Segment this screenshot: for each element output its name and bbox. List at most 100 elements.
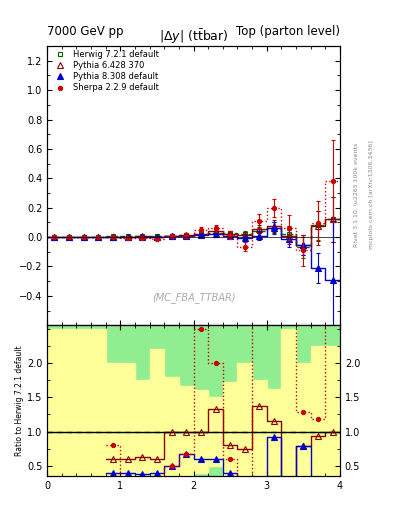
Bar	[325, 346, 340, 476]
Bar	[150, 349, 164, 476]
Sherpa 2.2.9 default	[81, 234, 86, 240]
Bar	[62, 329, 76, 476]
Herwig 7.2.1 default	[169, 232, 174, 239]
Bar	[237, 363, 252, 476]
Pythia 6.428 370	[316, 223, 320, 229]
Sherpa 2.2.9 default	[111, 233, 116, 240]
Sherpa 2.2.9 default	[67, 234, 72, 240]
Pythia 6.428 370	[140, 233, 145, 240]
Sherpa 2.2.9 default	[257, 218, 262, 224]
Pythia 8.308 default	[316, 265, 320, 271]
Line: Pythia 6.428 370: Pythia 6.428 370	[52, 217, 335, 248]
Herwig 7.2.1 default	[257, 228, 262, 234]
Pythia 6.428 370	[154, 233, 159, 240]
Bar	[47, 329, 62, 476]
Pythia 8.308 default	[67, 234, 72, 240]
Herwig 7.2.1 default	[96, 234, 101, 240]
Pythia 8.308 default	[169, 233, 174, 240]
Pythia 6.428 370	[96, 234, 101, 240]
Herwig 7.2.1 default	[330, 217, 335, 223]
Pythia 6.428 370	[286, 233, 291, 240]
Pythia 6.428 370	[301, 242, 306, 248]
Herwig 7.2.1 default	[286, 231, 291, 237]
Pythia 6.428 370	[330, 217, 335, 223]
Bar	[267, 389, 281, 474]
Bar	[252, 380, 267, 476]
Pythia 6.428 370	[52, 234, 57, 240]
Bar	[223, 382, 237, 476]
Line: Herwig 7.2.1 default: Herwig 7.2.1 default	[52, 217, 335, 250]
Herwig 7.2.1 default	[301, 244, 306, 250]
Sherpa 2.2.9 default	[125, 235, 130, 241]
Bar	[296, 363, 310, 476]
Pythia 8.308 default	[272, 225, 276, 231]
Pythia 8.308 default	[125, 234, 130, 240]
Pythia 6.428 370	[198, 231, 203, 237]
Text: Rivet 3.1.10, \u2265 100k events: Rivet 3.1.10, \u2265 100k events	[353, 142, 358, 247]
Sherpa 2.2.9 default	[154, 236, 159, 242]
Sherpa 2.2.9 default	[184, 232, 189, 239]
Text: mcplots.cern.ch [arXiv:1306.3436]: mcplots.cern.ch [arXiv:1306.3436]	[369, 140, 374, 249]
Sherpa 2.2.9 default	[52, 234, 57, 240]
Bar	[120, 363, 135, 476]
Pythia 8.308 default	[111, 234, 116, 240]
Pythia 6.428 370	[213, 228, 218, 234]
Pythia 8.308 default	[154, 234, 159, 240]
Pythia 6.428 370	[272, 223, 276, 229]
Herwig 7.2.1 default	[140, 233, 145, 239]
Bar	[135, 380, 150, 476]
Sherpa 2.2.9 default	[213, 225, 218, 231]
Herwig 7.2.1 default	[272, 224, 276, 230]
Pythia 6.428 370	[67, 234, 72, 240]
Bar	[208, 397, 223, 466]
Pythia 8.308 default	[257, 232, 262, 239]
Pythia 8.308 default	[301, 242, 306, 248]
Pythia 8.308 default	[242, 235, 247, 241]
Pythia 8.308 default	[228, 232, 233, 239]
Herwig 7.2.1 default	[228, 230, 233, 237]
Herwig 7.2.1 default	[125, 233, 130, 240]
Title: $|\Delta y|$ (t$\bar{\rm t}$bar): $|\Delta y|$ (t$\bar{\rm t}$bar)	[159, 28, 228, 46]
Pythia 6.428 370	[169, 232, 174, 239]
Sherpa 2.2.9 default	[228, 232, 233, 238]
Text: 7000 GeV pp: 7000 GeV pp	[47, 26, 124, 38]
Bar	[193, 391, 208, 473]
Bar	[91, 329, 106, 476]
Pythia 8.308 default	[198, 232, 203, 239]
Bar	[310, 346, 325, 476]
Herwig 7.2.1 default	[198, 231, 203, 237]
Herwig 7.2.1 default	[154, 233, 159, 240]
Sherpa 2.2.9 default	[286, 224, 291, 230]
Sherpa 2.2.9 default	[301, 247, 306, 253]
Pythia 8.308 default	[330, 276, 335, 283]
Herwig 7.2.1 default	[242, 231, 247, 237]
Pythia 8.308 default	[213, 231, 218, 238]
Legend: Herwig 7.2.1 default, Pythia 6.428 370, Pythia 8.308 default, Sherpa 2.2.9 defau: Herwig 7.2.1 default, Pythia 6.428 370, …	[50, 49, 160, 94]
Sherpa 2.2.9 default	[96, 234, 101, 240]
Bar	[281, 329, 296, 476]
Pythia 6.428 370	[228, 231, 233, 237]
Pythia 8.308 default	[52, 234, 57, 240]
Bar	[76, 329, 91, 476]
Sherpa 2.2.9 default	[272, 205, 276, 211]
Text: (MC_FBA_TTBAR): (MC_FBA_TTBAR)	[152, 292, 235, 303]
Bar	[106, 363, 120, 476]
Pythia 6.428 370	[111, 233, 116, 240]
Herwig 7.2.1 default	[67, 234, 72, 240]
Pythia 6.428 370	[184, 232, 189, 238]
Pythia 8.308 default	[184, 232, 189, 239]
Y-axis label: Ratio to Herwig 7.2.1 default: Ratio to Herwig 7.2.1 default	[15, 346, 24, 456]
Herwig 7.2.1 default	[81, 234, 86, 240]
Herwig 7.2.1 default	[111, 233, 116, 240]
Sherpa 2.2.9 default	[316, 220, 320, 226]
Bar	[179, 386, 193, 476]
Sherpa 2.2.9 default	[198, 227, 203, 233]
Pythia 6.428 370	[125, 233, 130, 240]
Pythia 6.428 370	[242, 232, 247, 238]
Pythia 8.308 default	[96, 234, 101, 240]
Pythia 6.428 370	[257, 226, 262, 232]
Sherpa 2.2.9 default	[169, 233, 174, 240]
Herwig 7.2.1 default	[213, 229, 218, 236]
Pythia 6.428 370	[81, 234, 86, 240]
Herwig 7.2.1 default	[316, 222, 320, 228]
